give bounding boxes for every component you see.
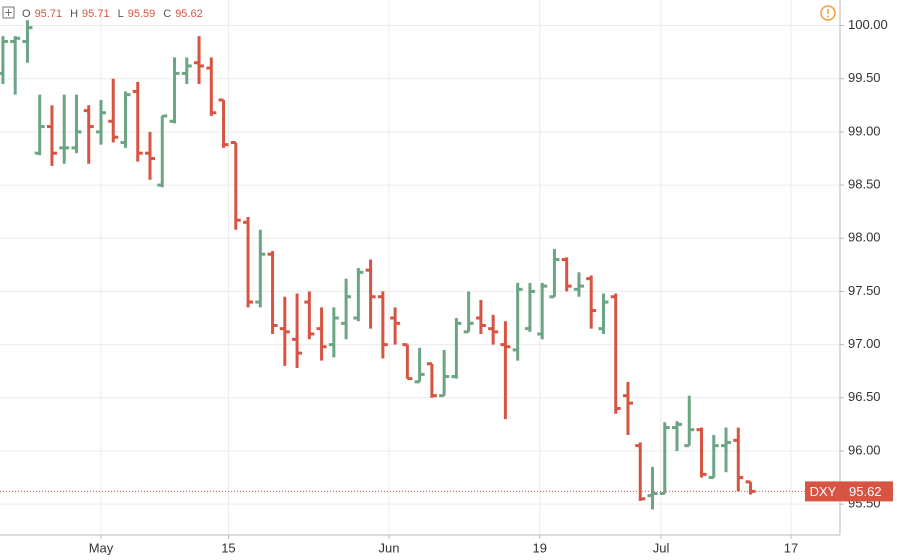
legend-value: 95.71 [82, 8, 110, 20]
y-tick-label: 97.50 [848, 283, 881, 298]
ohlc-bar [573, 272, 584, 297]
ohlc-bar [10, 36, 21, 95]
symbol-label: DXY [810, 484, 837, 499]
ohlc-bar [328, 307, 339, 358]
ohlc-bar [414, 347, 425, 384]
y-tick-label: 96.00 [848, 442, 881, 457]
ohlc-bar [721, 427, 732, 473]
ohlc-bar [488, 314, 499, 345]
ohlc-bar [0, 36, 8, 85]
x-tick-label: Jun [379, 540, 400, 555]
ohlc-bar [83, 105, 94, 164]
ohlc-bar [34, 94, 45, 156]
legend-key: L [118, 8, 124, 20]
ohlc-bar [390, 307, 401, 345]
ohlc-bar [659, 422, 670, 496]
x-tick-label: 15 [221, 540, 235, 555]
y-tick-label: 98.00 [848, 230, 881, 245]
ohlc-bar [304, 291, 315, 340]
ohlc-bar [230, 141, 241, 230]
ohlc-bar [672, 421, 683, 451]
ohlc-bar [59, 94, 70, 164]
last-price-box [841, 481, 893, 502]
ohlc-bar [475, 299, 486, 334]
ohlc-bar [95, 99, 106, 145]
alert-icon-dot[interactable] [827, 15, 829, 18]
ohlc-bar [316, 307, 327, 361]
x-tick-label: May [89, 540, 114, 555]
legend-key: C [163, 8, 171, 20]
ohlc-bar [598, 293, 609, 334]
ohlc-bar [610, 293, 621, 414]
ohlc-bar [108, 78, 119, 143]
ohlc-bar [243, 216, 254, 308]
menu-icon[interactable] [2, 6, 15, 19]
ohlc-bar [524, 282, 535, 332]
ohlc-bar [341, 278, 352, 340]
ohlc-bar [181, 57, 192, 85]
symbol-box [805, 481, 841, 502]
y-tick-label: 97.00 [848, 336, 881, 351]
ohlc-bar [733, 427, 744, 492]
ohlc-bar [500, 321, 511, 420]
ohlc-bar [586, 275, 597, 329]
ohlc-bar [267, 251, 278, 334]
ohlc-bar [353, 268, 364, 322]
ohlc-bar [402, 343, 413, 381]
ohlc-bar [206, 57, 217, 116]
ohlc-bar [684, 395, 695, 448]
legend-value: 95.62 [175, 8, 203, 20]
ohlc-bar [365, 259, 376, 329]
ohlc-bar [71, 94, 82, 154]
y-tick-label: 99.00 [848, 123, 881, 138]
last-price-label: 95.62 [849, 484, 882, 499]
ohlc-bar [194, 36, 205, 85]
ohlc-bar [696, 427, 707, 478]
ohlc-bar [255, 229, 266, 308]
ohlc-bar [169, 57, 180, 124]
y-tick-label: 99.50 [848, 70, 881, 85]
ohlc-bar [537, 282, 548, 340]
ohlc-bar [46, 105, 57, 166]
y-tick-label: 96.50 [848, 389, 881, 404]
grid [0, 0, 840, 535]
ohlc-bar [512, 282, 523, 361]
ohlc-bar [463, 291, 474, 334]
ohlc-bar [132, 81, 143, 162]
ohlc-bar [622, 381, 633, 436]
y-tick-label: 100.00 [848, 17, 888, 32]
legend-value: 95.71 [35, 8, 63, 20]
ohlc-bar [451, 318, 462, 379]
ohlc-bar [292, 293, 303, 369]
ohlc-bar [439, 349, 450, 398]
ohlc-bar [218, 98, 229, 148]
x-tick-label: 17 [784, 540, 798, 555]
ohlc-bar [708, 435, 719, 480]
ohlc-bar [120, 91, 131, 148]
ohlc-bar [377, 291, 388, 359]
legend-value: 95.59 [128, 8, 156, 20]
alert-icon-circle[interactable] [820, 5, 836, 21]
ohlc-bar [561, 257, 572, 292]
ohlc-bar [647, 466, 658, 510]
x-tick-label: 19 [533, 540, 547, 555]
ohlc-bar [426, 362, 437, 398]
ohlc-bar [549, 248, 560, 299]
x-tick-label: Jul [653, 540, 670, 555]
ohlc-bar [157, 114, 168, 188]
legend-key: H [70, 8, 78, 20]
ohlc-bar [22, 20, 33, 63]
ohlc-bar [635, 442, 646, 501]
alert-icon[interactable] [820, 5, 836, 21]
ohlc-bar [279, 296, 290, 366]
menu-icon-box[interactable] [2, 6, 15, 19]
legend-key: O [22, 8, 31, 20]
ohlc-bar [145, 131, 156, 180]
y-tick-label: 98.50 [848, 177, 881, 192]
